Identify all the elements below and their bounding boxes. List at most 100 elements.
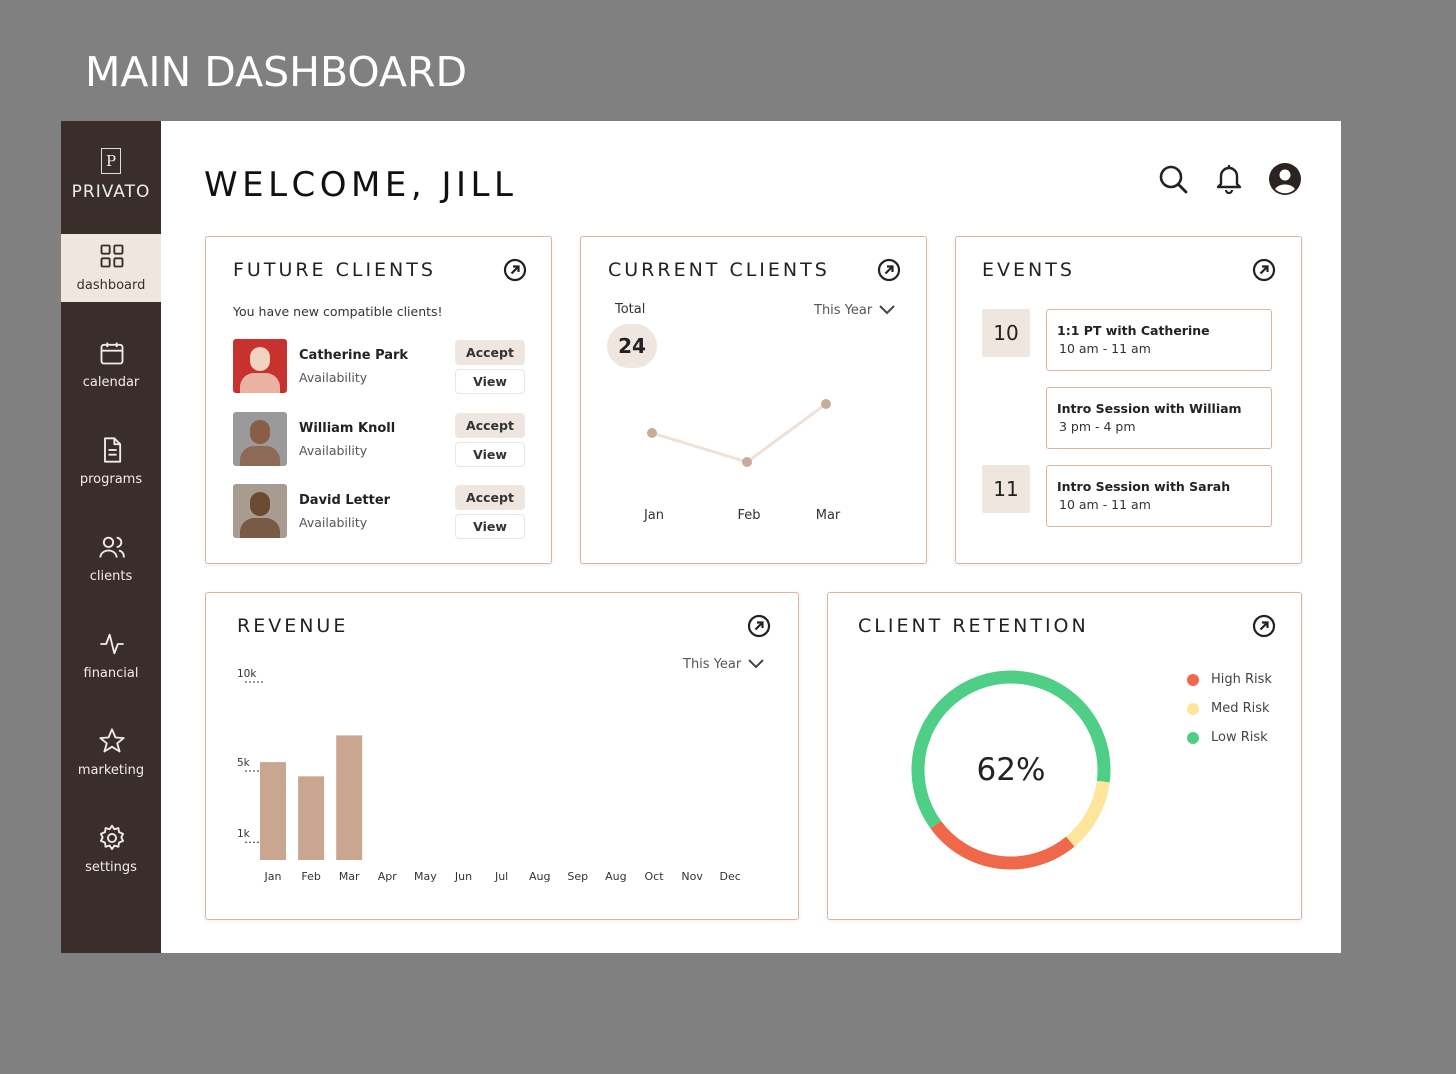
- icon-shape: [99, 728, 125, 753]
- nav-label[interactable]: settings: [85, 860, 137, 875]
- accept-button[interactable]: Accept: [455, 340, 525, 365]
- center-label: 62%: [976, 752, 1046, 788]
- bell-icon[interactable]: [1213, 162, 1245, 194]
- event-title: 1:1 PT with Catherine: [1057, 323, 1210, 338]
- bar-chart: 10k 5k 1k Jan Feb Mar Apr May Jun Jul Aug Sep Aug Oct…: [237, 668, 741, 883]
- legend-swatch: [1187, 732, 1199, 744]
- x-tick-label: Apr: [378, 870, 398, 883]
- nav-icon[interactable]: [98, 630, 126, 658]
- legend-label: Med Risk: [1211, 701, 1270, 716]
- open-arrow[interactable]: [503, 258, 527, 282]
- nav-label[interactable]: programs: [79, 472, 143, 487]
- x-tick-label: Dec: [720, 870, 741, 883]
- event-day: 11: [982, 465, 1030, 513]
- icon-shape: [99, 824, 125, 851]
- retention-card: [827, 592, 1302, 920]
- client-name: David Letter: [299, 493, 391, 508]
- card-title: REVENUE: [237, 615, 349, 637]
- icon-shape: [104, 437, 122, 463]
- event-time: 3 pm - 4 pm: [1059, 419, 1136, 434]
- view-button[interactable]: View: [455, 441, 525, 467]
- x-tick-label: Aug: [605, 870, 626, 883]
- avatar: [233, 484, 287, 538]
- brand-name: PRIVATO: [71, 182, 151, 202]
- icon-shape: [1177, 183, 1188, 194]
- chevron[interactable]: [748, 659, 764, 669]
- bar: [336, 735, 363, 860]
- view-button[interactable]: View: [455, 369, 525, 394]
- x-tick-label: Nov: [681, 870, 703, 883]
- search-icon[interactable]: [1157, 163, 1189, 195]
- icon-shape: [99, 549, 118, 558]
- period-select[interactable]: This Year: [814, 303, 873, 318]
- period-select[interactable]: This Year: [683, 657, 742, 672]
- card-title: FUTURE CLIENTS: [233, 259, 436, 281]
- view-button[interactable]: View: [455, 514, 525, 539]
- open-arrow[interactable]: [1252, 258, 1276, 282]
- icon-shape: [879, 305, 895, 315]
- nav-icon[interactable]: [98, 339, 126, 367]
- accept-button[interactable]: Accept: [455, 412, 525, 438]
- icon-shape: [510, 265, 520, 275]
- icon-shape: [1262, 621, 1269, 628]
- client-detail: Availability: [299, 370, 368, 385]
- event-box[interactable]: [1046, 465, 1272, 527]
- nav-label[interactable]: calendar: [82, 375, 140, 390]
- client-detail: Availability: [299, 515, 368, 530]
- open-arrow[interactable]: [877, 258, 901, 282]
- icon-shape: [113, 257, 124, 268]
- point: [821, 399, 831, 409]
- nav-icon[interactable]: [98, 727, 126, 755]
- nav-icon[interactable]: [98, 533, 126, 561]
- x-tick-label: Jan: [643, 508, 664, 523]
- donut-segment: [1065, 780, 1110, 847]
- nav-icon[interactable]: [98, 824, 126, 852]
- icon-shape: [100, 633, 124, 655]
- avatar-face: [250, 492, 270, 516]
- accept-button[interactable]: Accept: [455, 485, 525, 510]
- icon-shape: [747, 614, 771, 638]
- icon-shape: [113, 244, 124, 255]
- legend-label: Low Risk: [1211, 730, 1268, 745]
- nav-label[interactable]: marketing: [77, 763, 145, 778]
- nav-label[interactable]: financial: [83, 666, 139, 681]
- icon-shape: [102, 536, 115, 548]
- legend-swatch: [1187, 703, 1199, 715]
- icon-shape: [877, 258, 901, 282]
- avatar-face: [250, 419, 270, 444]
- avatar-body: [240, 373, 280, 393]
- avatar: [233, 339, 287, 393]
- point: [647, 428, 657, 438]
- open-arrow[interactable]: [1252, 614, 1276, 638]
- icon-shape: [1275, 184, 1295, 194]
- avatar-face: [250, 347, 270, 371]
- nav-icon[interactable]: [98, 242, 126, 270]
- card-title: EVENTS: [982, 259, 1075, 281]
- icon-shape: [100, 244, 124, 268]
- nav-label[interactable]: clients: [89, 569, 133, 584]
- logo-mark: P: [101, 148, 121, 174]
- nav-label[interactable]: dashboard: [76, 278, 146, 293]
- donut-segment: [930, 820, 1075, 870]
- avatar-body: [240, 518, 280, 538]
- icon-shape: [100, 343, 124, 365]
- event-box[interactable]: [1046, 387, 1272, 449]
- icon-shape: [106, 832, 118, 844]
- event-box[interactable]: [1046, 309, 1272, 371]
- y-tick-label: 1k: [237, 828, 251, 840]
- avatar: [233, 411, 287, 466]
- icon-shape: [99, 728, 125, 753]
- avatar-body: [240, 445, 280, 466]
- x-tick-label: Jul: [494, 870, 508, 883]
- open-arrow[interactable]: [747, 614, 771, 638]
- nav-icon[interactable]: [98, 436, 126, 464]
- chevron[interactable]: [879, 305, 895, 315]
- icon-shape: [1279, 169, 1291, 181]
- icon-shape: [100, 244, 111, 255]
- icon-shape: [104, 437, 122, 463]
- message: You have new compatible clients!: [233, 304, 443, 319]
- icon-shape: [1216, 166, 1242, 189]
- profile-icon[interactable]: [1268, 162, 1302, 196]
- line-chart: Jan Feb Mar: [643, 399, 841, 523]
- x-tick-label: Feb: [737, 508, 760, 523]
